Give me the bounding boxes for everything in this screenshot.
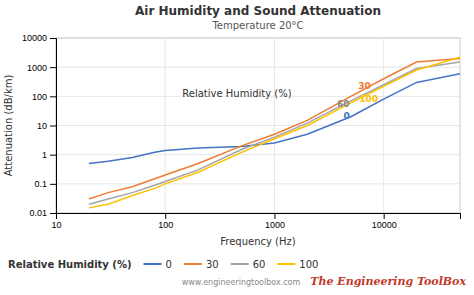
legend-label: 100 bbox=[299, 259, 318, 270]
x-tick-label: 1000 bbox=[265, 220, 285, 230]
x-tick: 1000 bbox=[265, 213, 285, 230]
annotations: Relative Humidity (%) 30 60 100 0 bbox=[182, 81, 378, 120]
y-tick: 1000 bbox=[27, 63, 56, 73]
legend-item: 30 bbox=[184, 259, 219, 270]
y-tick-label: 0.1 bbox=[34, 179, 47, 189]
series-line bbox=[89, 57, 460, 208]
y-tick-mark bbox=[50, 213, 56, 214]
x-axis-line bbox=[57, 214, 461, 220]
x-tick-mark bbox=[274, 213, 275, 219]
y-tick-label: 0.01 bbox=[29, 208, 47, 218]
series-line bbox=[89, 58, 460, 199]
x-tick: 10000 bbox=[372, 213, 397, 230]
y-tick: 100 bbox=[32, 92, 56, 102]
legend-swatch bbox=[144, 263, 162, 265]
y-tick-mark bbox=[50, 67, 56, 68]
curve-label: 60 bbox=[337, 99, 350, 109]
curve-label: 30 bbox=[358, 81, 371, 91]
x-tick: 10 bbox=[51, 213, 61, 230]
y-tick: 10 bbox=[37, 121, 56, 131]
y-grid-line bbox=[56, 154, 460, 155]
watermark: The Engineering ToolBox bbox=[310, 275, 466, 288]
y-tick-mark bbox=[50, 184, 56, 185]
x-tick-mark bbox=[165, 213, 166, 219]
legend: Relative Humidity (%) 0 30 60 100 bbox=[8, 259, 318, 270]
curve-label: 0 bbox=[343, 111, 349, 121]
watermark-url: www.engineeringtoolbox.com bbox=[182, 278, 301, 287]
legend-swatch bbox=[231, 263, 249, 265]
y-tick-label: 1 bbox=[42, 150, 47, 160]
y-axis: 0.01 0.1 1 10 100 1000 10000 bbox=[22, 33, 57, 218]
subtitle: Temperature 20°C bbox=[211, 20, 303, 31]
y-tick-label: 10 bbox=[37, 121, 47, 131]
y-tick: 10000 bbox=[22, 33, 56, 43]
legend-title: Relative Humidity (%) bbox=[8, 259, 132, 270]
y-tick-label: 10000 bbox=[22, 33, 47, 43]
series-line bbox=[89, 74, 460, 164]
legend-label: 60 bbox=[253, 259, 266, 270]
title: Air Humidity and Sound Attenuation bbox=[135, 4, 381, 18]
x-tick: 100 bbox=[158, 213, 173, 230]
y-axis-line bbox=[50, 39, 57, 214]
annotation: Relative Humidity (%) bbox=[182, 88, 291, 99]
chart-container: 101001000100000.010.1110100100010000Rela… bbox=[0, 0, 474, 295]
legend-swatch bbox=[184, 263, 202, 265]
y-tick-mark bbox=[50, 126, 56, 127]
legend-item: 100 bbox=[277, 259, 318, 270]
y-tick: 0.1 bbox=[34, 179, 56, 189]
legend-label: 0 bbox=[166, 259, 172, 270]
x-axis-title: Frequency (Hz) bbox=[220, 236, 296, 247]
series-line bbox=[89, 62, 460, 204]
x-tick-label: 10 bbox=[51, 220, 61, 230]
y-grid-line bbox=[56, 125, 460, 126]
y-tick: 1 bbox=[42, 150, 56, 160]
y-grid-line bbox=[56, 67, 460, 68]
plot-frame bbox=[56, 38, 460, 213]
curve-label: 100 bbox=[359, 94, 378, 104]
legend-item: 0 bbox=[144, 259, 172, 270]
y-tick-mark bbox=[50, 155, 56, 156]
x-tick-label: 100 bbox=[158, 220, 173, 230]
y-tick-label: 100 bbox=[32, 92, 47, 102]
plot-area: 101001000100000.010.1110100100010000Rela… bbox=[22, 33, 461, 230]
y-tick-mark bbox=[50, 38, 56, 39]
x-axis: 10 100 1000 10000 bbox=[51, 213, 460, 230]
grid bbox=[56, 38, 460, 213]
y-tick-mark bbox=[50, 96, 56, 97]
legend-swatch bbox=[277, 263, 295, 265]
legend-label: 30 bbox=[206, 259, 219, 270]
y-axis-title: Attenuation (dB/km) bbox=[3, 75, 14, 177]
lines bbox=[89, 57, 460, 208]
chart-svg: 101001000100000.010.1110100100010000Rela… bbox=[0, 0, 474, 295]
y-grid-line bbox=[56, 183, 460, 184]
y-tick-label: 1000 bbox=[27, 63, 47, 73]
y-tick: 0.01 bbox=[29, 208, 56, 218]
legend-item: 60 bbox=[231, 259, 266, 270]
x-tick-label: 10000 bbox=[372, 220, 397, 230]
x-tick-mark bbox=[384, 213, 385, 219]
